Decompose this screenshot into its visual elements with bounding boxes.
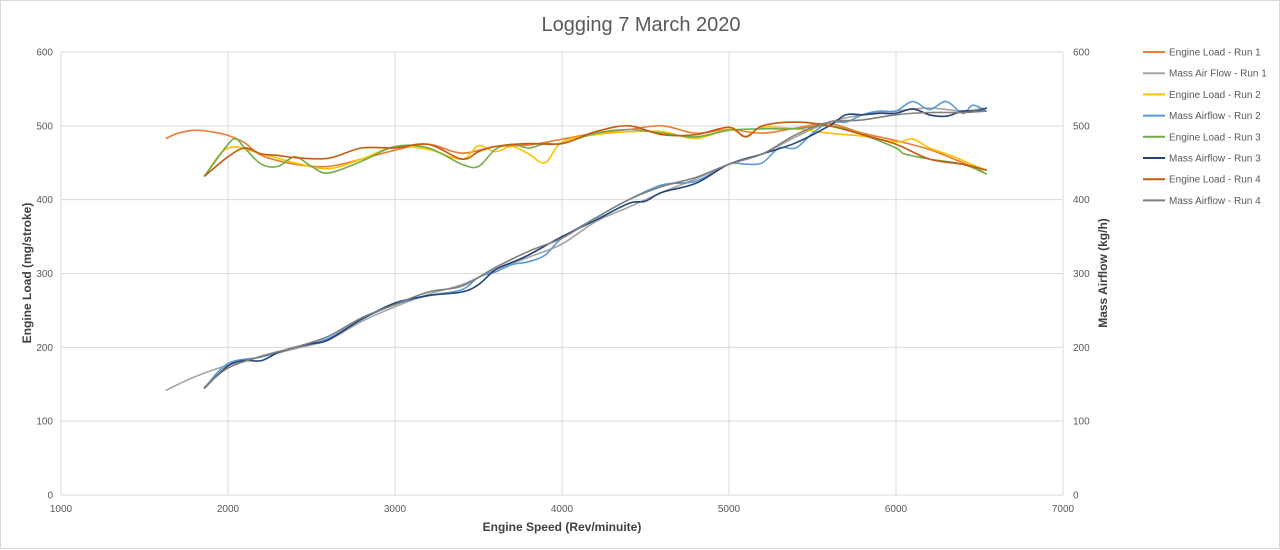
y2-tick-label: 300 [1073,269,1090,280]
y-tick-label: 0 [47,491,53,502]
y-tick-label: 300 [36,269,53,280]
y2-tick-label: 100 [1073,417,1090,428]
y-tick-label: 100 [36,417,53,428]
y2-tick-label: 0 [1073,491,1079,502]
y2-tick-label: 200 [1073,343,1090,354]
y-tick-label: 200 [36,343,53,354]
chart-title: Logging 7 March 2020 [541,14,740,36]
legend: Engine Load - Run 1 Mass Air Flow - Run 1… [1143,48,1267,207]
x-tick-label: 7000 [1052,504,1075,515]
legend-label-engine-load-run-4: Engine Load - Run 4 [1169,175,1261,186]
y2-tick-label: 400 [1073,195,1090,206]
y2-axis-title: Mass Airflow (kg/h) [1096,218,1110,328]
legend-label-engine-load-run-1: Engine Load - Run 1 [1169,48,1261,59]
y-tick-label: 600 [36,48,53,59]
x-tick-label: 3000 [384,504,407,515]
series-lines [165,100,987,391]
legend-label-mass-airflow-run-2: Mass Airflow - Run 2 [1169,111,1261,122]
legend-label-engine-load-run-2: Engine Load - Run 2 [1169,90,1261,101]
series-line-mass-airflow-run-4 [203,110,987,388]
legend-label-engine-load-run-3: Engine Load - Run 3 [1169,132,1261,143]
x-tick-label: 2000 [217,504,240,515]
series-line-mass-airflow-run-3 [203,107,987,389]
y2-tick-label: 500 [1073,121,1090,132]
x-tick-label: 5000 [718,504,741,515]
legend-label-mass-airflow-run-4: Mass Airflow - Run 4 [1169,196,1261,207]
y-tick-label: 500 [36,121,53,132]
series-line-engine-load-run-2 [203,126,987,177]
legend-label-mass-air-flow-run-1: Mass Air Flow - Run 1 [1169,69,1267,80]
series-line-engine-load-run-1 [165,122,984,173]
y-tick-label: 400 [36,195,53,206]
series-line-mass-airflow-run-2 [203,100,987,389]
series-line-engine-load-run-4 [203,121,987,177]
legend-label-mass-airflow-run-3: Mass Airflow - Run 3 [1169,154,1261,165]
gridlines [60,51,1064,496]
series-line-mass-air-flow-run-1 [165,107,984,391]
x-tick-label: 4000 [551,504,574,515]
x-axis-title: Engine Speed (Rev/minuite) [483,520,642,534]
x-tick-label: 1000 [50,504,73,515]
axes: 0100200300400500600010020030040050060010… [36,48,1090,516]
y2-tick-label: 600 [1073,48,1090,59]
x-tick-label: 6000 [885,504,908,515]
y-axis-title: Engine Load (mg/stroke) [20,203,34,344]
